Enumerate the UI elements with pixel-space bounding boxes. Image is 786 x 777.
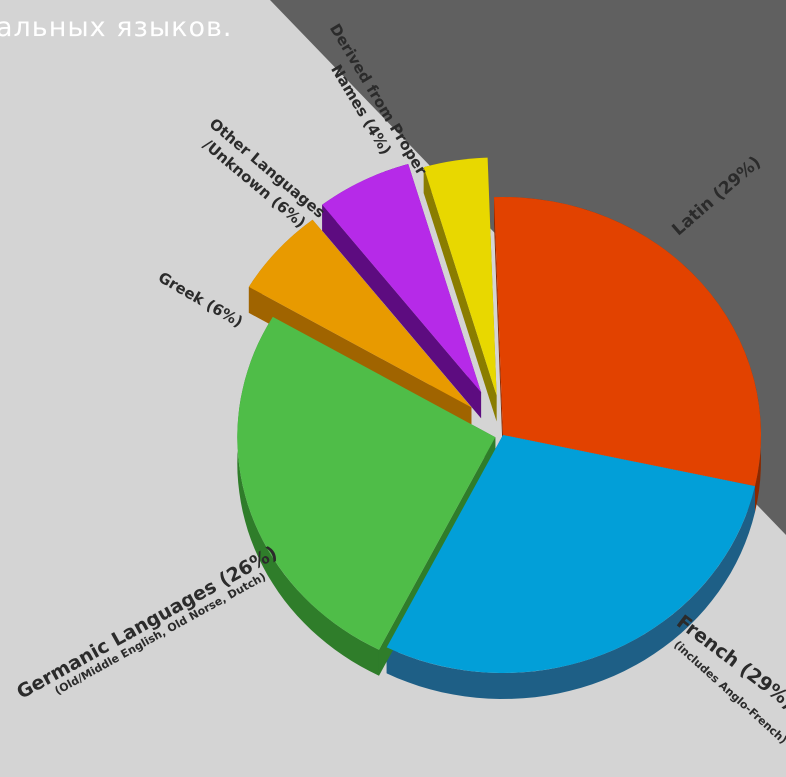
slice-other — [322, 163, 482, 393]
slice-side-french — [386, 486, 755, 699]
label-latin: Latin (29%) — [668, 152, 765, 240]
label-latin-line: Latin (29%) — [668, 152, 765, 240]
slice-wall-latin-a — [493, 197, 503, 461]
slice-germanic — [237, 316, 496, 650]
slice-greek — [248, 219, 472, 408]
slide-caption: альных языков. — [0, 12, 233, 43]
label-greek-line: Greek (6%) — [155, 268, 246, 331]
slice-proper — [423, 157, 497, 396]
label-germanic-line: Germanic Languages (26%) — [13, 542, 281, 704]
slice-french — [386, 435, 755, 673]
slice-wall-proper-a — [423, 167, 497, 422]
slice-side-germanic — [237, 316, 379, 676]
label-other: Other Languages/Unknown (6%) — [193, 115, 329, 237]
label-germanic-sub: (Old/Middle English, Old Norse, Dutch) — [52, 570, 268, 697]
slice-latin — [493, 197, 761, 487]
pie-slices — [237, 157, 761, 673]
slice-wall-other-a — [322, 204, 482, 419]
label-proper: Derived from ProperNames (4%) — [309, 21, 431, 190]
label-germanic: Germanic Languages (26%) — [13, 542, 281, 704]
label-greek: Greek (6%) — [155, 268, 246, 331]
label-germanic-sub-line: (Old/Middle English, Old Norse, Dutch) — [52, 570, 268, 697]
